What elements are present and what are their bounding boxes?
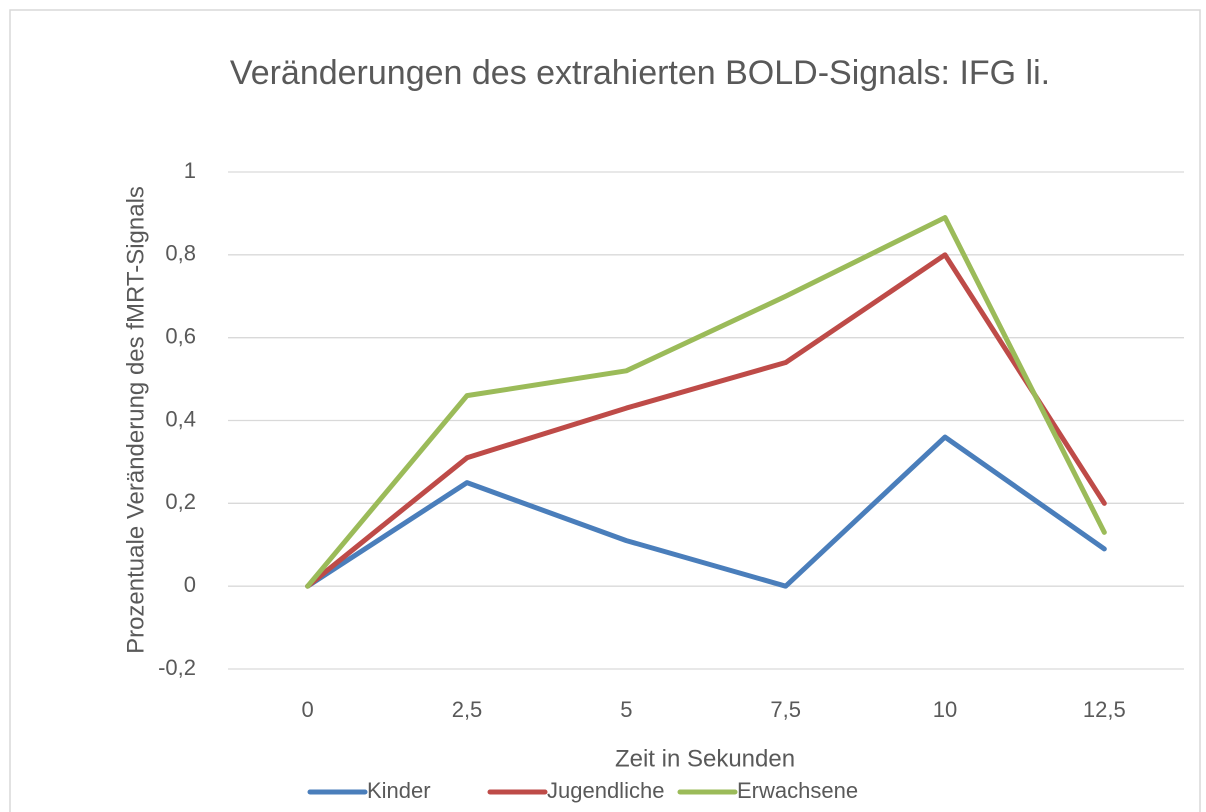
- x-axis-title: Zeit in Sekunden: [615, 745, 795, 772]
- legend-label: Jugendliche: [547, 778, 664, 803]
- x-tick-label: 12,5: [1083, 697, 1126, 722]
- y-tick-label: 0,2: [165, 489, 196, 514]
- y-tick-label: -0,2: [158, 655, 196, 680]
- y-tick-label: 0: [184, 572, 196, 597]
- series-line: [305, 252, 1107, 589]
- series-line: [305, 215, 1107, 589]
- y-tick-label: 1: [184, 158, 196, 183]
- chart-frame: [9, 9, 1201, 812]
- series-line: [305, 434, 1107, 589]
- x-tick-label: 2,5: [452, 697, 483, 722]
- chart-title: Veränderungen des extrahierten BOLD-Sign…: [230, 54, 1050, 92]
- legend-label: Erwachsene: [737, 778, 858, 803]
- y-axis-title: Prozentuale Veränderung des fMRT-Signals: [122, 186, 149, 654]
- x-tick-label: 10: [933, 697, 957, 722]
- x-tick-label: 7,5: [770, 697, 801, 722]
- x-tick-label: 0: [302, 697, 314, 722]
- y-tick-label: 0,4: [165, 406, 196, 431]
- x-tick-label: 5: [620, 697, 632, 722]
- y-tick-label: 0,6: [165, 323, 196, 348]
- y-tick-label: 0,8: [165, 241, 196, 266]
- legend-label: Kinder: [367, 778, 431, 803]
